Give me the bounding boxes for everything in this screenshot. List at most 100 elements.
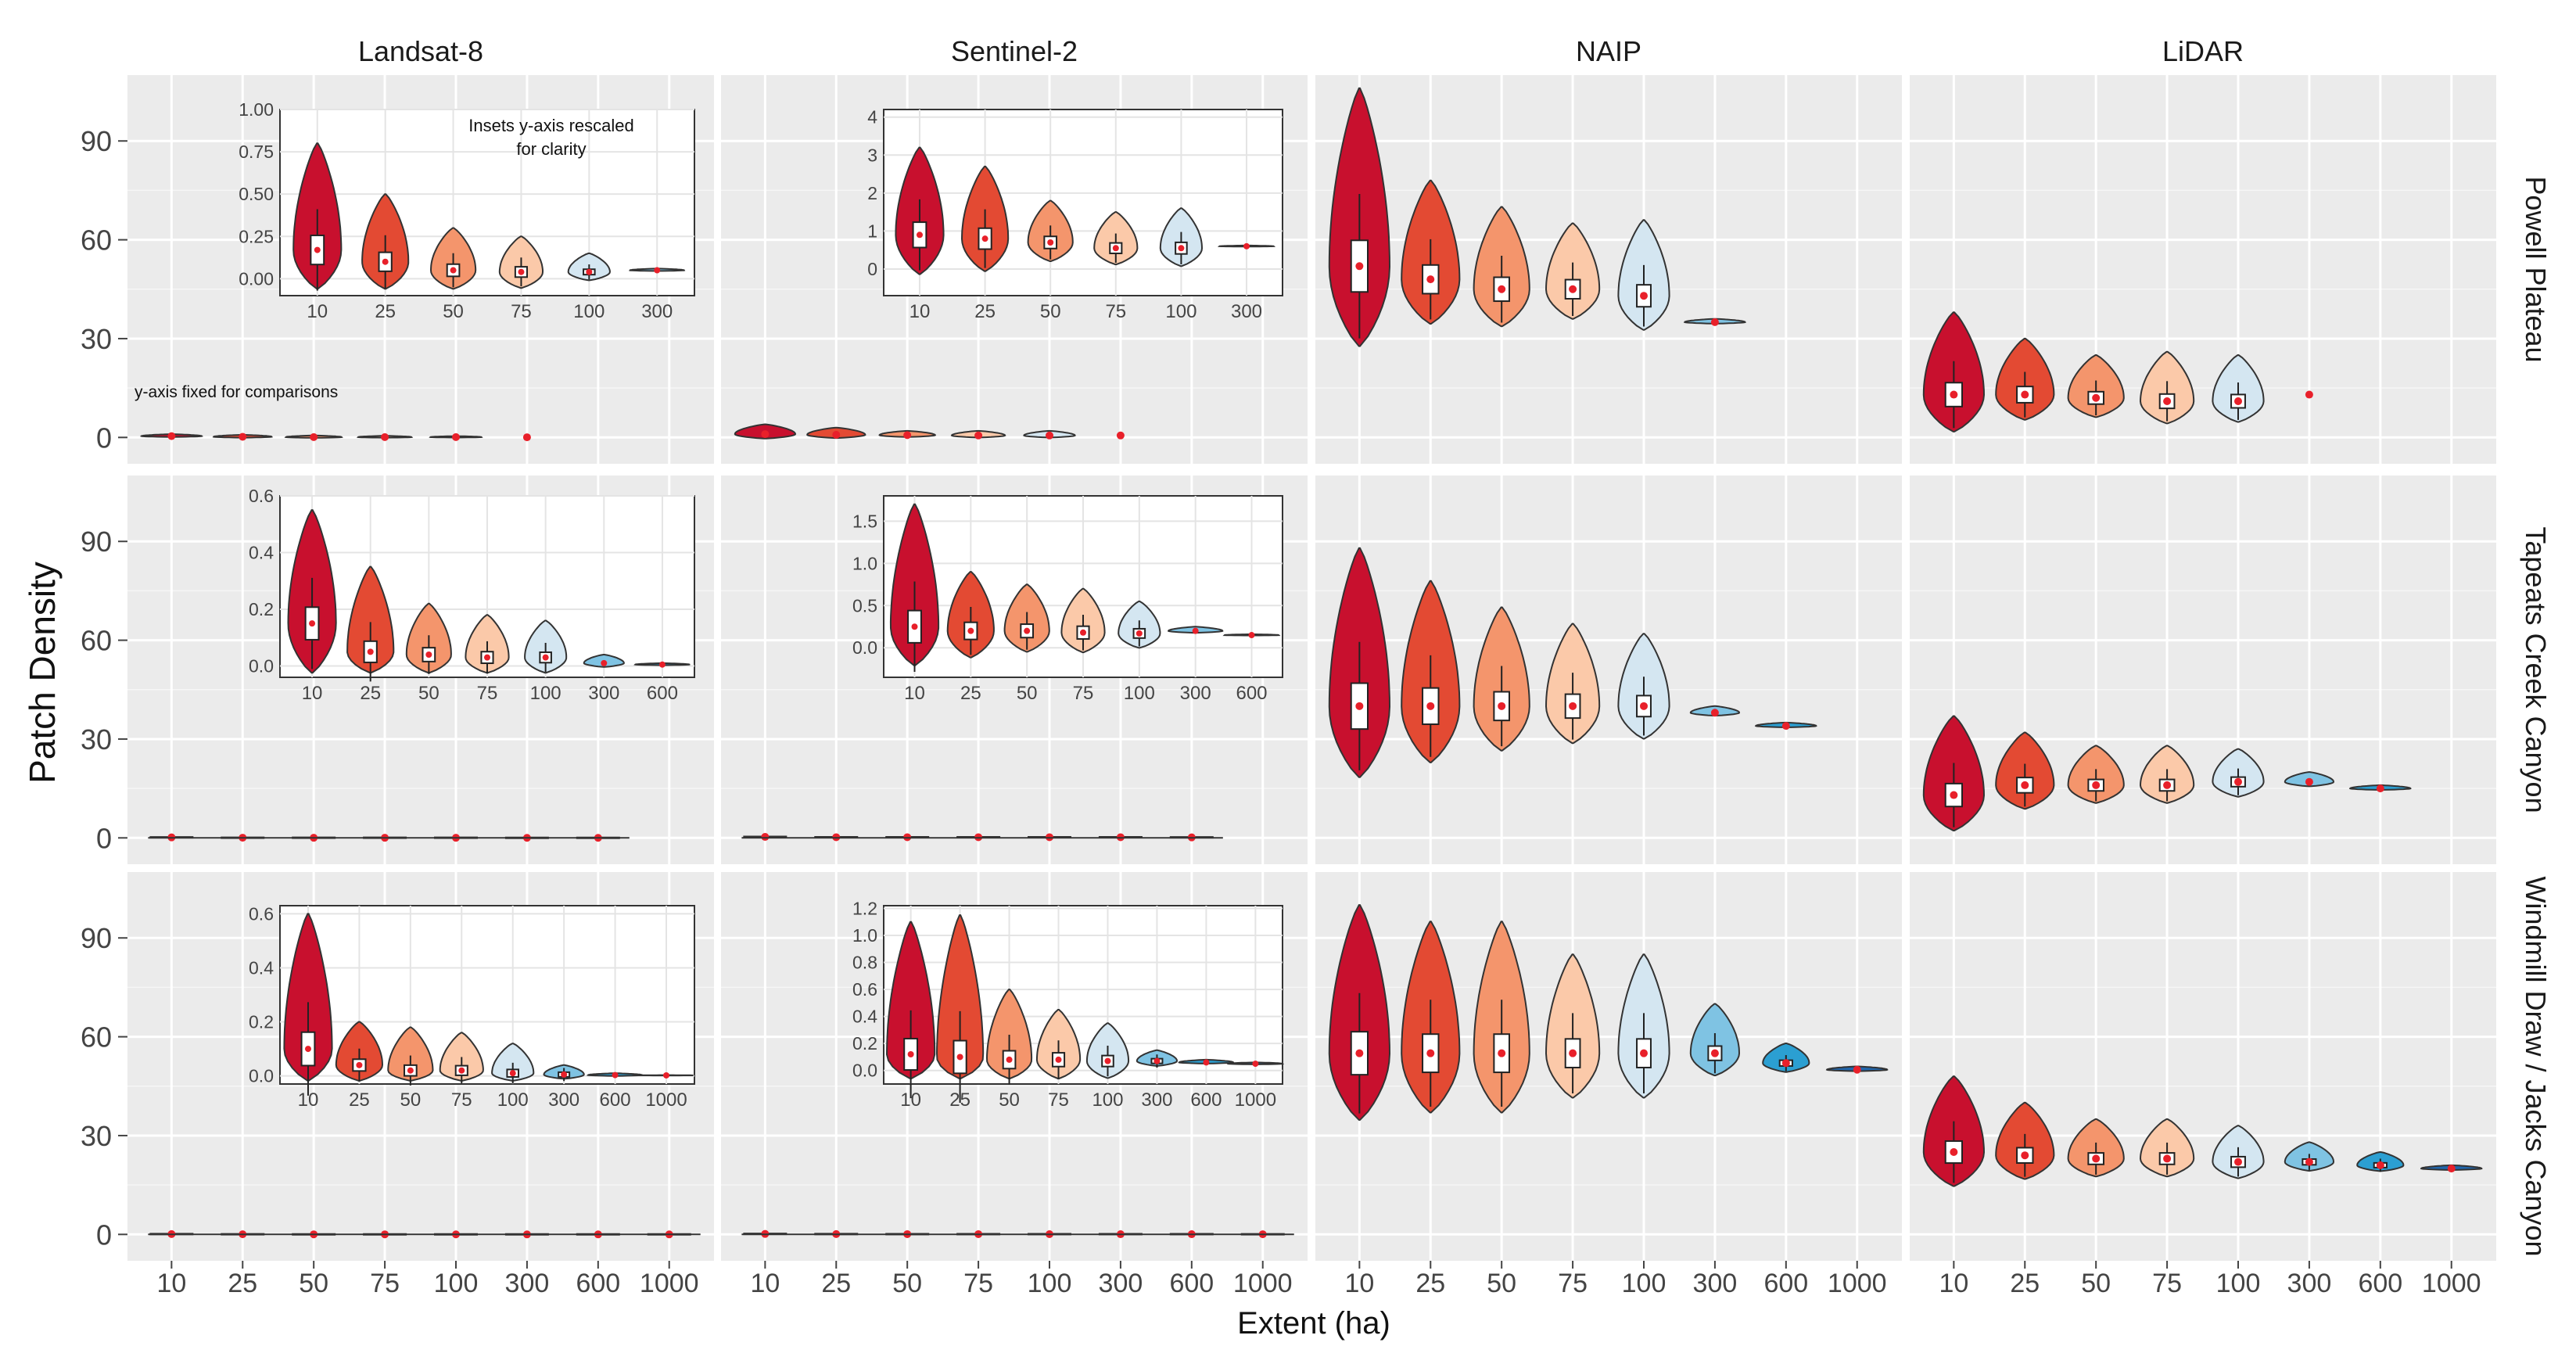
inset-violin-300 <box>1167 626 1224 634</box>
inset-violin-25 <box>935 914 985 1103</box>
violin-landsat-8-300 <box>522 433 531 442</box>
inset-x-tick-label: 50 <box>1040 301 1061 322</box>
inset-x-tick-label: 300 <box>548 1089 579 1111</box>
mean-point <box>1192 627 1199 634</box>
inset-y-tick-label: 0.4 <box>249 543 274 563</box>
violin-group-powell-plateau-lidar <box>1922 311 2313 433</box>
mean-point <box>903 431 912 440</box>
mean-point <box>518 268 525 275</box>
inset-x-tick-label: 10 <box>307 301 328 322</box>
inset-x-tick-label: 100 <box>530 683 561 704</box>
mean-point <box>381 433 389 441</box>
violin-sentinel-2-100 <box>1023 429 1076 440</box>
mean-point <box>314 246 321 253</box>
inset-x-tick-label: 100 <box>497 1089 529 1111</box>
mean-point <box>1024 627 1031 634</box>
violin-lidar-100 <box>2212 354 2265 423</box>
inset-violin-10 <box>283 913 333 1096</box>
violin-lidar-25 <box>1995 731 2055 810</box>
inset-violin-100 <box>491 1043 535 1084</box>
violin-group-windmill-draw-jacks-canyon-naip <box>1328 904 1889 1121</box>
inset-x-tick-label: 50 <box>418 683 439 704</box>
x-tick-label: 75 <box>2152 1269 2182 1298</box>
x-tick-label: 25 <box>1415 1269 1445 1298</box>
inset-windmill-draw-jacks-canyon-sentinel-2: 0.00.20.40.60.81.01.210 25 50 75 100 300 600 10… <box>852 898 1285 1111</box>
violin-lidar-75 <box>2139 745 2195 804</box>
inset-violin-50 <box>1027 199 1074 263</box>
violin-naip-10 <box>1328 87 1391 347</box>
x-tick-label: 300 <box>2287 1269 2332 1298</box>
inset-violin-75 <box>439 1032 484 1084</box>
mean-point <box>1112 245 1119 252</box>
mean-point <box>356 1061 363 1068</box>
violin-body <box>935 914 985 1080</box>
mean-point <box>981 235 988 242</box>
inset-violin-25 <box>361 193 410 290</box>
inset-x-tick-label: 25 <box>375 301 396 322</box>
violin-naip-50 <box>1473 606 1530 752</box>
violin-landsat-8-50 <box>284 433 343 441</box>
mean-point <box>1853 1065 1861 1074</box>
mean-point <box>1426 275 1435 284</box>
mean-point <box>458 1067 465 1074</box>
inset-x-tick-label: 600 <box>1190 1089 1222 1111</box>
violin-group-powell-plateau-landsat-8 <box>139 432 531 442</box>
inset-x-tick-label: 10 <box>904 683 925 704</box>
inset-y-tick-label: 2 <box>867 183 877 203</box>
mean-point <box>1116 431 1125 440</box>
inset-violin-1000 <box>1226 1061 1285 1068</box>
mean-point <box>1055 1056 1062 1063</box>
panel-windmill-draw-jacks-canyon-lidar <box>1910 872 2496 1261</box>
mean-point <box>601 659 608 666</box>
inset-violin-100 <box>567 252 611 282</box>
x-tick-label: 300 <box>1693 1269 1738 1298</box>
inset-note-line2: for clarity <box>516 139 586 159</box>
violin-lidar-50 <box>2067 745 2125 804</box>
mean-point <box>382 258 389 265</box>
inset-x-tick-label: 25 <box>360 683 381 704</box>
mean-point <box>1080 629 1086 636</box>
inset-violin-100 <box>1085 1022 1130 1079</box>
inset-violin-25 <box>346 565 395 682</box>
inset-note-line1: Insets y-axis rescaled <box>468 116 634 135</box>
mean-point <box>2163 397 2172 405</box>
violin-lidar-300 <box>2284 771 2335 788</box>
y-tick-label: 30 <box>81 723 112 756</box>
violin-naip-300 <box>1689 1003 1741 1077</box>
x-tick-label: 1000 <box>640 1269 699 1298</box>
violin-sentinel-2-25 <box>806 426 866 440</box>
inset-violin-300 <box>629 267 686 274</box>
mean-point <box>974 431 983 440</box>
x-tick-label: 600 <box>2358 1269 2402 1298</box>
inset-y-tick-label: 1.00 <box>239 99 274 120</box>
y-tick-label: 60 <box>81 224 112 257</box>
x-tick-label: 10 <box>1344 1269 1374 1298</box>
mean-point <box>658 661 666 668</box>
inset-y-tick-label: 0.0 <box>249 656 274 677</box>
x-tick-label: 10 <box>156 1269 186 1298</box>
x-tick-label: 25 <box>821 1269 851 1298</box>
violin-group-tapeats-creek-canyon-lidar <box>1922 715 2412 832</box>
violin-lidar-600 <box>2356 1151 2405 1172</box>
inset-x-tick-label: 100 <box>1124 683 1155 704</box>
mean-point <box>450 267 457 274</box>
x-tick-label: 50 <box>1487 1269 1516 1298</box>
violin-naip-100 <box>1617 953 1670 1099</box>
mean-point <box>2021 1151 2029 1160</box>
mean-point <box>654 267 661 274</box>
column-label-landsat-8: Landsat-8 <box>358 35 483 67</box>
inset-violin-300 <box>583 654 625 668</box>
column-label-naip: NAIP <box>1576 35 1641 67</box>
inset-y-tick-label: 1.0 <box>852 553 877 573</box>
mean-point <box>1710 1049 1719 1057</box>
y-tick-label: 30 <box>81 323 112 355</box>
x-tick-label: 25 <box>228 1269 257 1298</box>
mean-point <box>2447 1165 2456 1173</box>
mean-point <box>2376 1161 2384 1169</box>
inset-x-tick-label: 50 <box>999 1089 1020 1111</box>
mean-point <box>1426 1049 1435 1057</box>
mean-point <box>1355 702 1364 710</box>
mean-point <box>1136 630 1143 637</box>
inset-violin-50 <box>405 602 452 674</box>
violin-lidar-25 <box>1995 1101 2055 1180</box>
